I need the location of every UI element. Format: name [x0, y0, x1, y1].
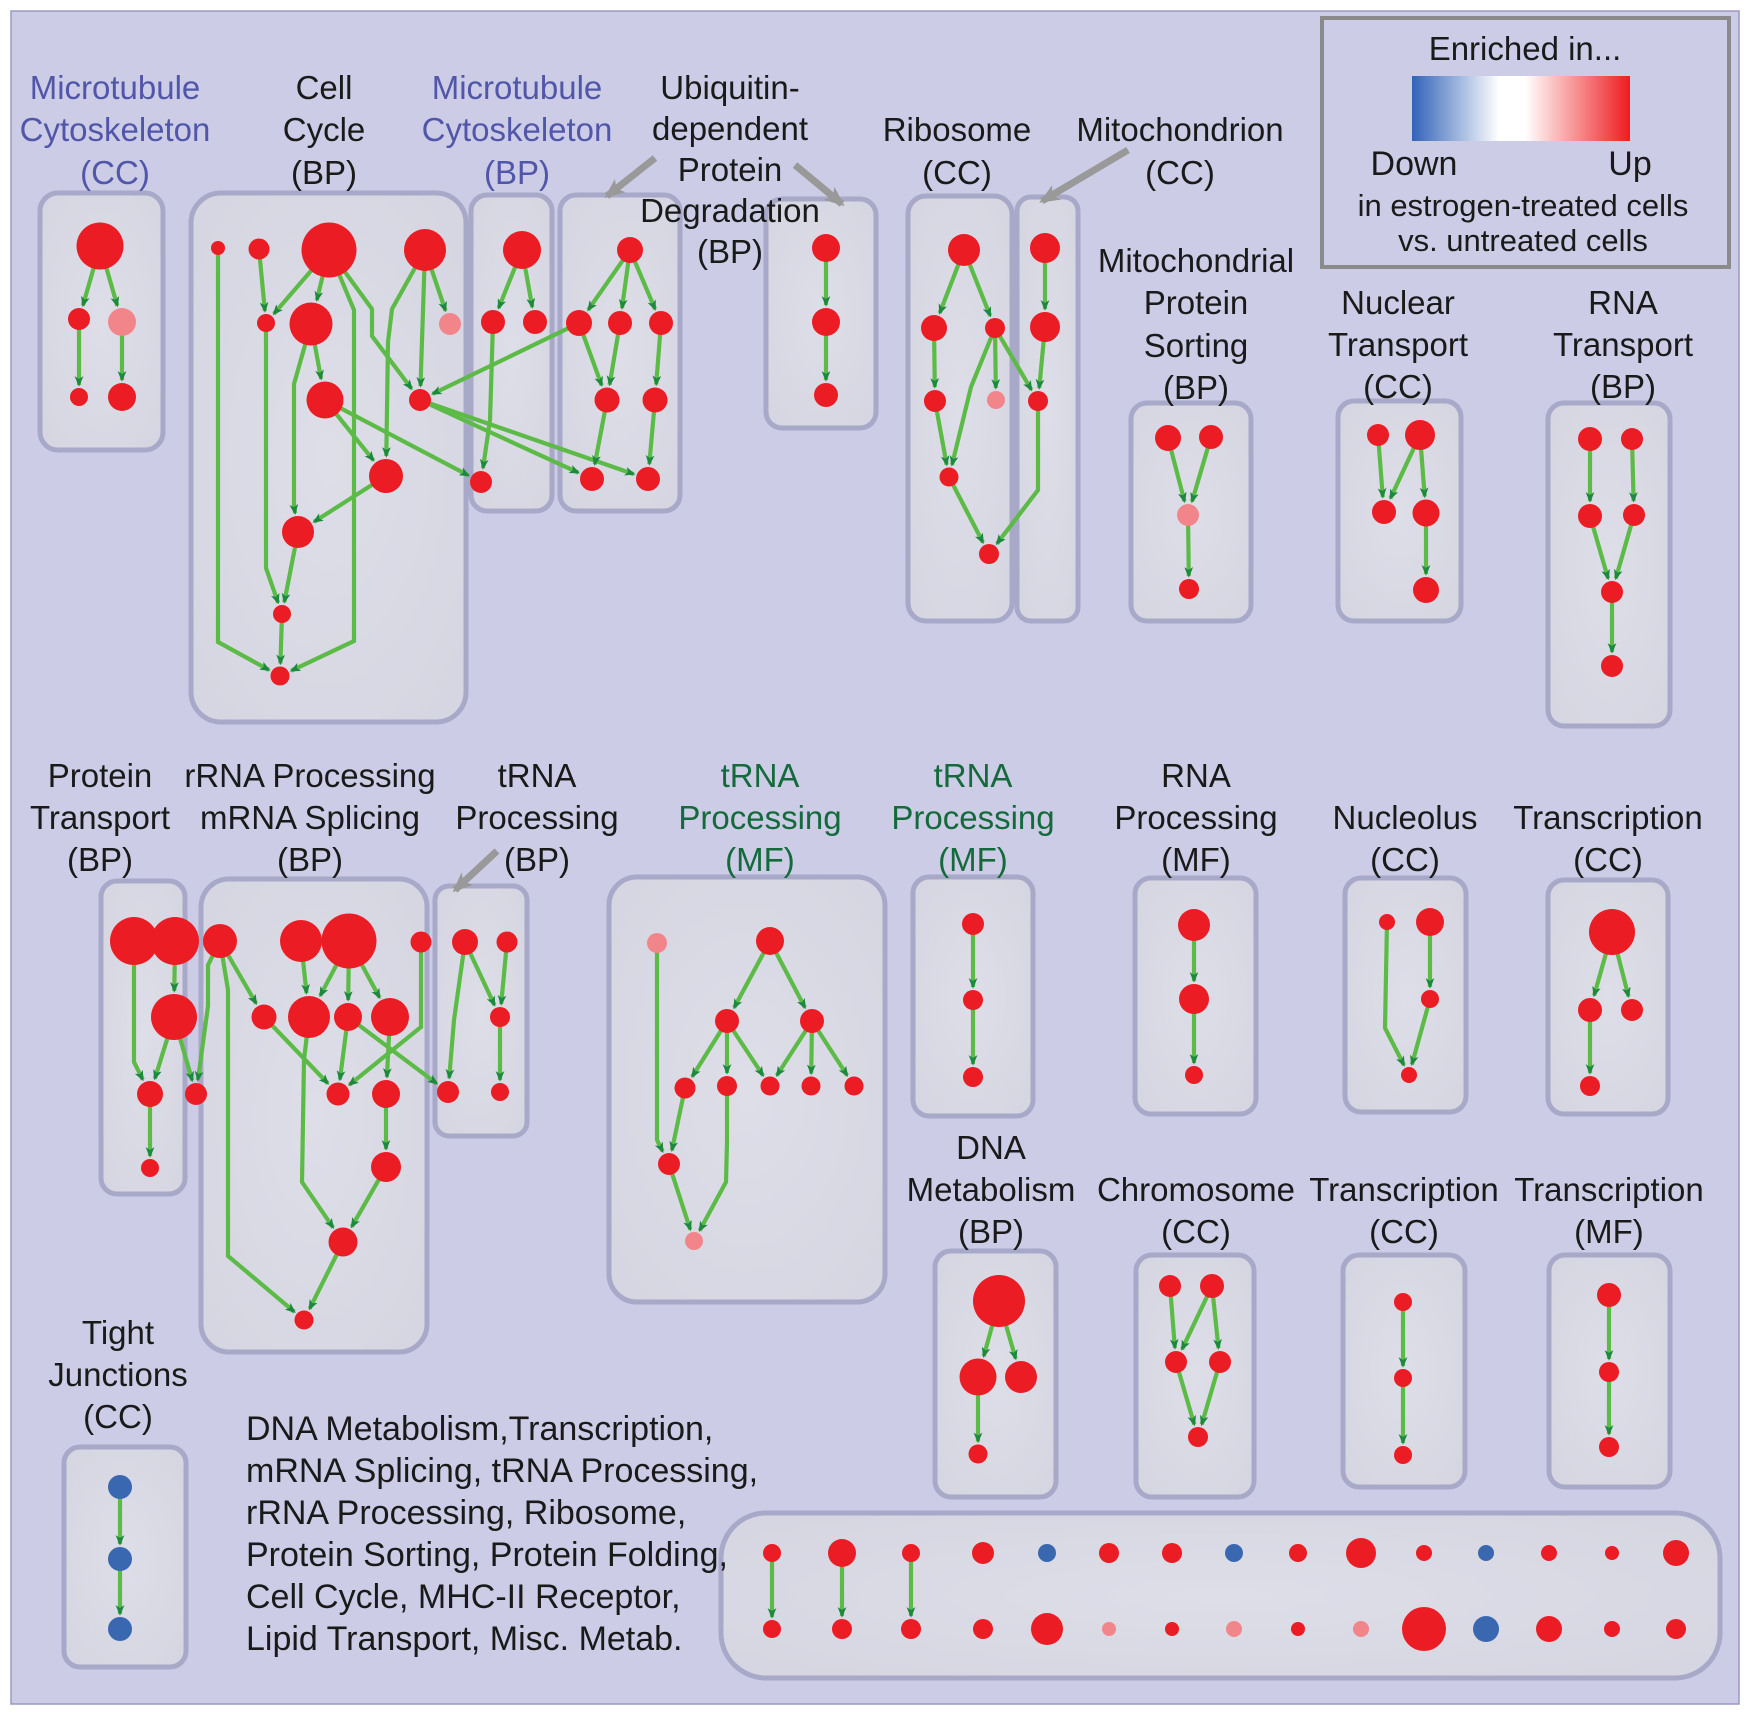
svg-text:Protein Sorting, Protein Foldi: Protein Sorting, Protein Folding,	[246, 1536, 728, 1574]
svg-text:(BP): (BP)	[277, 841, 343, 878]
svg-text:Ubiquitin-: Ubiquitin-	[660, 69, 799, 106]
svg-text:Processing: Processing	[455, 799, 618, 836]
svg-text:(MF): (MF)	[1574, 1213, 1644, 1250]
svg-text:Transport: Transport	[30, 799, 170, 836]
svg-text:(BP): (BP)	[67, 841, 133, 878]
svg-text:Degradation: Degradation	[640, 192, 820, 229]
svg-text:Chromosome: Chromosome	[1097, 1171, 1295, 1208]
svg-text:rRNA Processing, Ribosome,: rRNA Processing, Ribosome,	[246, 1494, 686, 1532]
svg-text:tRNA: tRNA	[498, 757, 577, 794]
svg-text:Lipid Transport, Misc. Metab.: Lipid Transport, Misc. Metab.	[246, 1620, 683, 1658]
svg-text:(CC): (CC)	[1161, 1213, 1231, 1250]
svg-text:Protein: Protein	[1144, 284, 1249, 321]
svg-text:(CC): (CC)	[1573, 841, 1643, 878]
svg-text:rRNA Processing: rRNA Processing	[184, 757, 435, 794]
svg-text:(CC): (CC)	[83, 1398, 153, 1435]
svg-text:Microtubule: Microtubule	[30, 69, 201, 106]
svg-text:vs. untreated cells: vs. untreated cells	[1398, 223, 1648, 258]
svg-text:DNA Metabolism,Transcription,: DNA Metabolism,Transcription,	[246, 1410, 713, 1448]
svg-text:Enriched in...: Enriched in...	[1429, 30, 1622, 67]
svg-text:Cell: Cell	[296, 69, 353, 106]
svg-text:Ribosome: Ribosome	[883, 111, 1032, 148]
svg-text:(BP): (BP)	[1163, 369, 1229, 406]
svg-text:Up: Up	[1608, 145, 1651, 183]
svg-text:(CC): (CC)	[1370, 841, 1440, 878]
svg-text:Processing: Processing	[891, 799, 1054, 836]
svg-text:Transcription: Transcription	[1514, 1171, 1704, 1208]
svg-text:dependent: dependent	[652, 110, 808, 147]
svg-text:(CC): (CC)	[1369, 1213, 1439, 1250]
svg-text:Processing: Processing	[678, 799, 841, 836]
svg-text:Transport: Transport	[1553, 326, 1693, 363]
svg-text:(BP): (BP)	[484, 154, 550, 191]
svg-text:(CC): (CC)	[1363, 368, 1433, 405]
svg-text:(MF): (MF)	[938, 841, 1008, 878]
svg-text:Down: Down	[1371, 145, 1458, 183]
svg-text:Transcription: Transcription	[1513, 799, 1703, 836]
svg-text:(CC): (CC)	[922, 154, 992, 191]
svg-text:Mitochondrion: Mitochondrion	[1076, 111, 1283, 148]
svg-text:tRNA: tRNA	[721, 757, 800, 794]
svg-text:Microtubule: Microtubule	[432, 69, 603, 106]
svg-text:Protein: Protein	[48, 757, 153, 794]
svg-text:Tight: Tight	[82, 1314, 154, 1351]
svg-text:Junctions: Junctions	[48, 1356, 187, 1393]
svg-text:(BP): (BP)	[291, 154, 357, 191]
svg-text:(BP): (BP)	[697, 233, 763, 270]
svg-text:RNA: RNA	[1588, 284, 1658, 321]
svg-text:(MF): (MF)	[1161, 841, 1231, 878]
svg-text:(CC): (CC)	[80, 154, 150, 191]
svg-text:Cell Cycle, MHC-II Receptor,: Cell Cycle, MHC-II Receptor,	[246, 1578, 681, 1616]
svg-text:DNA: DNA	[956, 1129, 1026, 1166]
svg-text:Transport: Transport	[1328, 326, 1468, 363]
svg-text:Cytoskeleton: Cytoskeleton	[422, 111, 613, 148]
svg-text:tRNA: tRNA	[934, 757, 1013, 794]
svg-text:(BP): (BP)	[504, 841, 570, 878]
svg-text:(CC): (CC)	[1145, 154, 1215, 191]
svg-text:in estrogen-treated cells: in estrogen-treated cells	[1358, 188, 1689, 223]
svg-text:Transcription: Transcription	[1309, 1171, 1499, 1208]
svg-text:RNA: RNA	[1161, 757, 1231, 794]
svg-text:Mitochondrial: Mitochondrial	[1098, 242, 1294, 279]
svg-text:(BP): (BP)	[1590, 368, 1656, 405]
svg-text:Cycle: Cycle	[283, 111, 366, 148]
svg-text:Cytoskeleton: Cytoskeleton	[20, 111, 211, 148]
svg-text:mRNA Splicing, tRNA Processing: mRNA Splicing, tRNA Processing,	[246, 1452, 758, 1490]
svg-text:Sorting: Sorting	[1144, 327, 1249, 364]
svg-text:Nucleolus: Nucleolus	[1333, 799, 1478, 836]
svg-text:Protein: Protein	[678, 151, 783, 188]
svg-text:Processing: Processing	[1114, 799, 1277, 836]
svg-text:mRNA Splicing: mRNA Splicing	[200, 799, 420, 836]
svg-text:(BP): (BP)	[958, 1213, 1024, 1250]
svg-text:Nuclear: Nuclear	[1341, 284, 1455, 321]
svg-text:Metabolism: Metabolism	[907, 1171, 1076, 1208]
svg-text:(MF): (MF)	[725, 841, 795, 878]
